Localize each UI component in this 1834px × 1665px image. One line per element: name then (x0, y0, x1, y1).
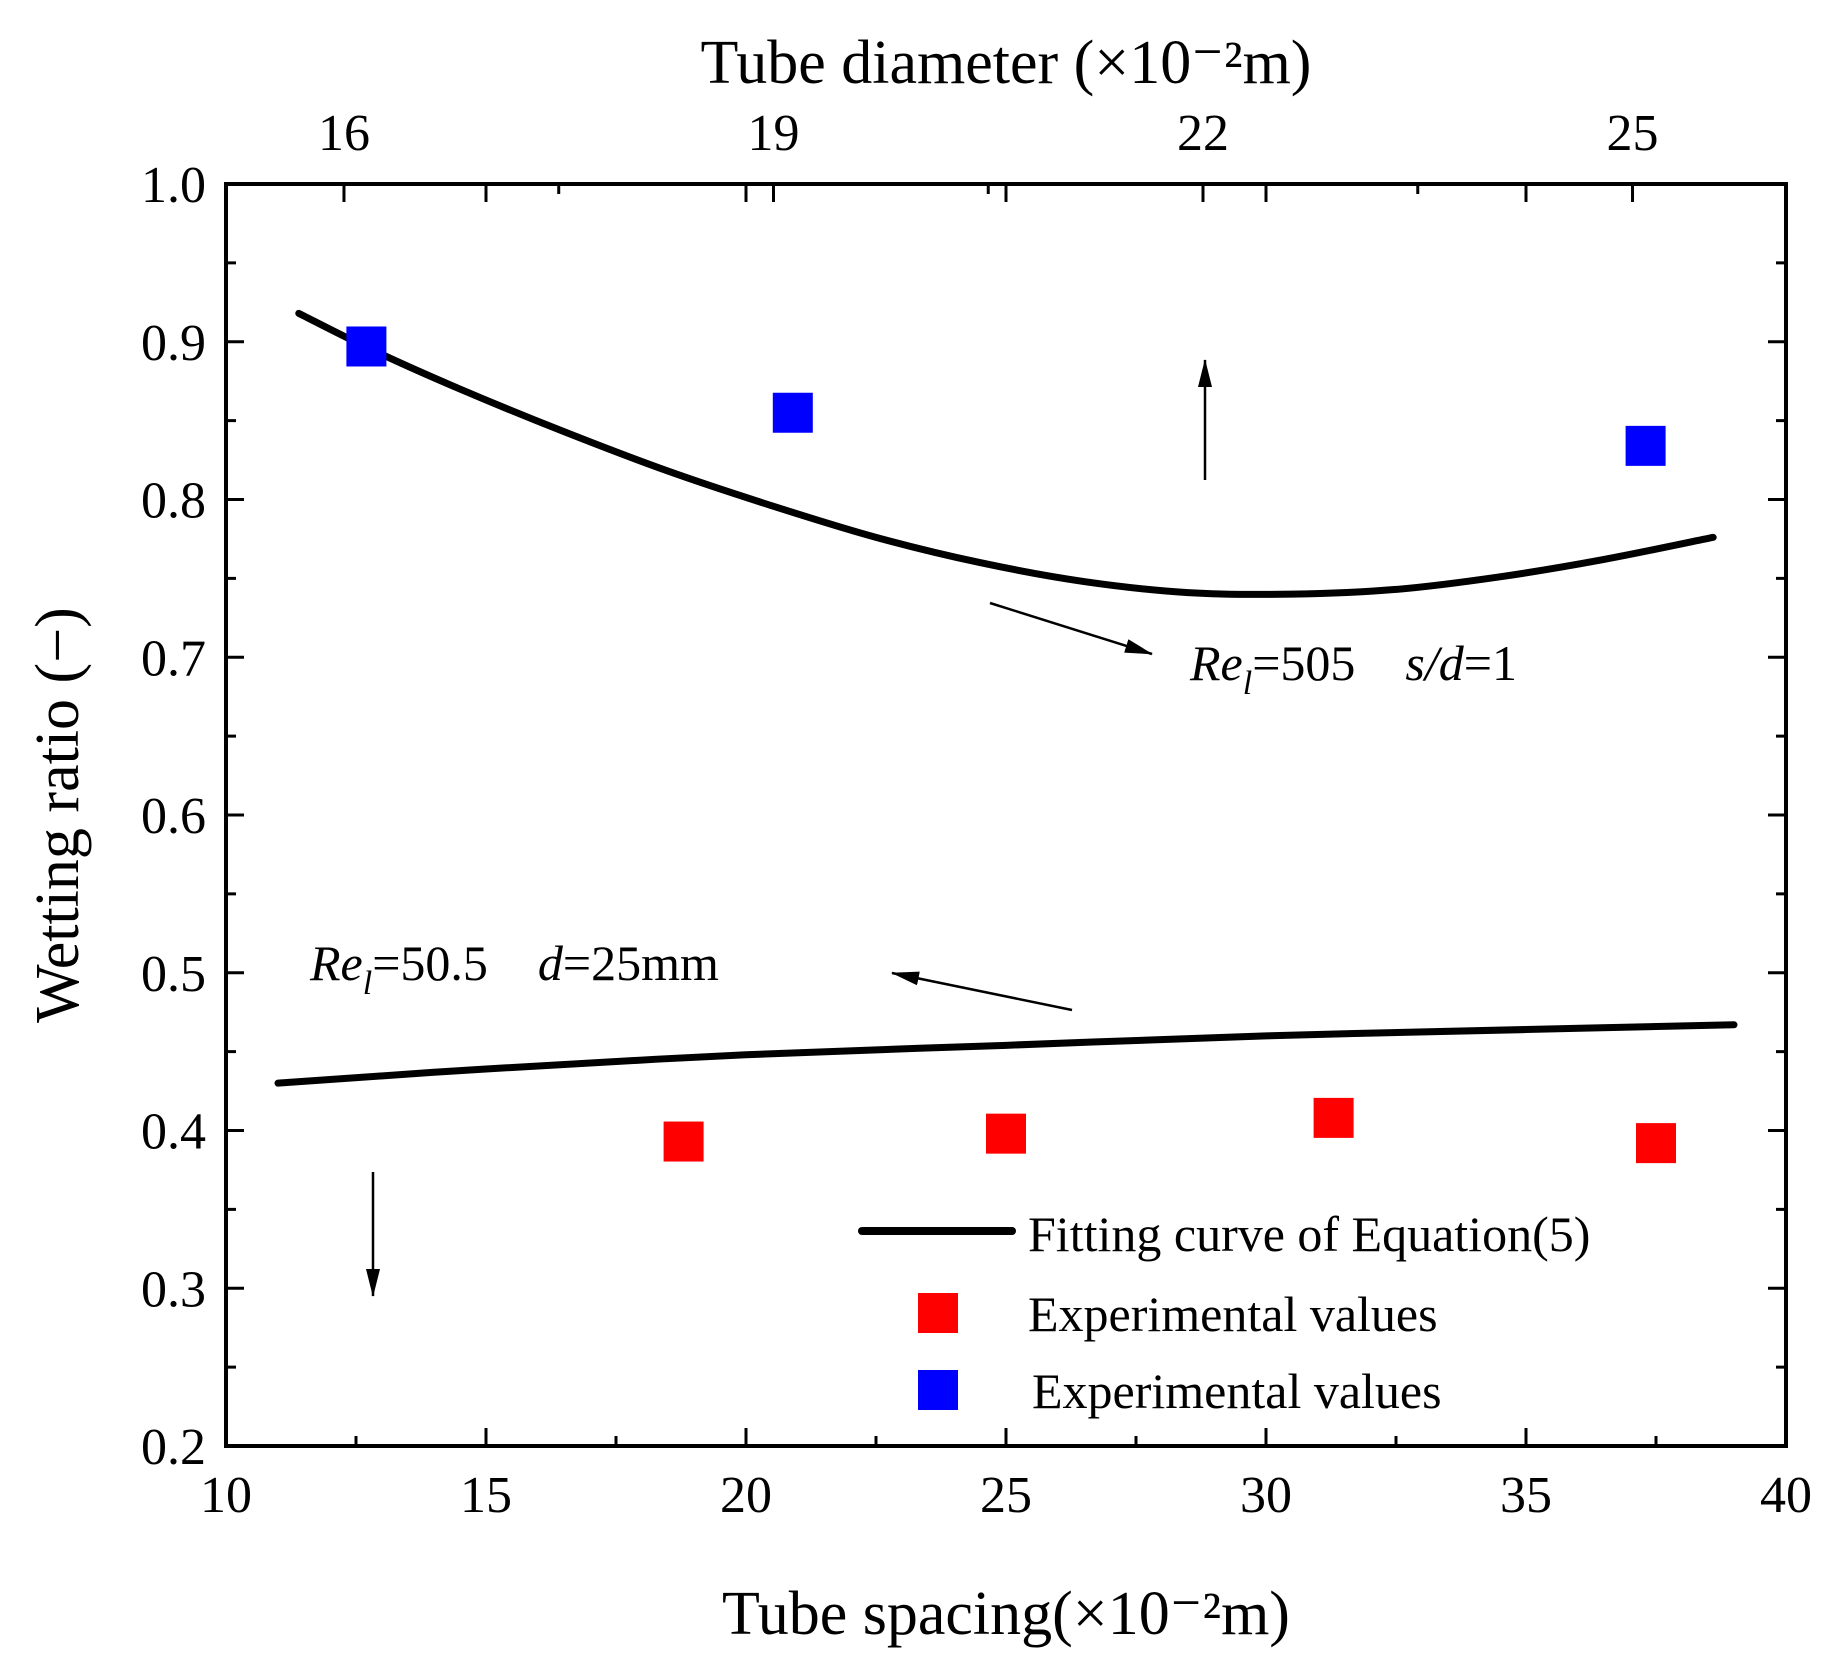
red-data-point (986, 1113, 1026, 1154)
x-tick-label: 40 (1760, 1467, 1812, 1524)
blue-data-point (772, 392, 813, 433)
x-axis-title: Tube spacing(×10⁻²m) (722, 1580, 1290, 1648)
blue-data-point (346, 326, 387, 367)
legend-label-fit: Fitting curve of Equation(5) (1028, 1206, 1590, 1262)
y-tick-label: 0.9 (141, 315, 206, 372)
arrow-left-icon (891, 971, 1073, 1012)
x2-tick-label: 16 (318, 105, 370, 162)
x2-tick-label: 25 (1607, 105, 1659, 162)
fit-curve-0 (295, 309, 1717, 598)
y-tick-label: 0.3 (141, 1261, 206, 1318)
plot-frame (224, 182, 1788, 1448)
legend-label-red: Experimental values (1028, 1286, 1438, 1342)
fit-curve-1 (274, 1021, 1738, 1087)
x2-axis-title: Tube diameter (×10⁻²m) (701, 29, 1312, 97)
legend-label-blue: Experimental values (1032, 1363, 1442, 1419)
x2-tick-label: 22 (1177, 105, 1229, 162)
legend-red-swatch (918, 1293, 958, 1333)
y-axis-title: Wetting ratio (−) (24, 607, 92, 1023)
arrow-right-icon (989, 601, 1153, 656)
y-tick-label: 0.7 (141, 630, 206, 687)
y-tick-label: 0.5 (141, 946, 206, 1003)
blue-data-point (1625, 425, 1666, 466)
y-tick-label: 0.4 (141, 1104, 206, 1161)
tick-labels: 10 15 20 25 30 35 40 16 19 22 25 0.2 0.3 0.4 0.5 0.6 0.7… (141, 105, 1812, 1524)
x-tick-label: 30 (1240, 1467, 1292, 1524)
annotation-re50: Rel=50.5 d=25mm (309, 935, 719, 1002)
x-tick-label: 15 (460, 1467, 512, 1524)
legend: Fitting curve of Equation(5) Experimenta… (858, 1206, 1590, 1419)
plot-marks (274, 309, 1738, 1164)
red-data-point (663, 1121, 704, 1162)
legend-blue-swatch (918, 1370, 958, 1410)
annotation-re505: Rel=505 s/d=1 (1189, 635, 1517, 702)
x-tick-label: 25 (980, 1467, 1032, 1524)
x-tick-label: 20 (720, 1467, 772, 1524)
y-tick-label: 0.2 (141, 1419, 206, 1476)
red-data-point (1313, 1097, 1354, 1138)
y-tick-label: 0.8 (141, 473, 206, 530)
x-tick-label: 10 (200, 1467, 252, 1524)
x-tick-label: 35 (1500, 1467, 1552, 1524)
red-data-point (1636, 1123, 1676, 1164)
y-tick-label: 0.6 (141, 788, 206, 845)
x2-tick-label: 19 (747, 105, 799, 162)
y-tick-label: 1.0 (141, 157, 206, 214)
